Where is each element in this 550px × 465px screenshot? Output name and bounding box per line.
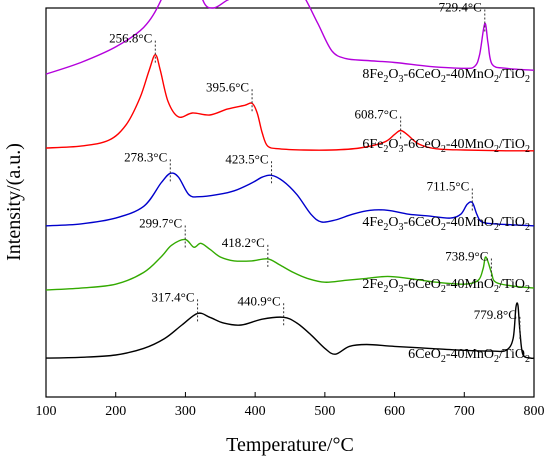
series-label-part: 2 — [441, 144, 446, 155]
series-line — [45, 238, 535, 291]
series-label-part: 3 — [398, 74, 403, 85]
series-label-part: 2 — [441, 354, 446, 365]
peak-label: 395.6°C — [206, 79, 249, 94]
series-label-part: 2 — [441, 222, 446, 233]
peak-label: 440.9°C — [238, 293, 281, 308]
plot-frame — [45, 7, 535, 398]
peak-label: 256.8°C — [109, 31, 152, 46]
series-label: 6CeO2-40MnO2/TiO2 — [408, 347, 530, 365]
x-tick-label: 400 — [245, 404, 266, 419]
series-label-part: 2 — [383, 144, 388, 155]
series-label-part: /TiO — [499, 215, 525, 230]
series-label-part: 2 — [441, 284, 446, 295]
series-label-part: 2 — [525, 144, 530, 155]
series-label-part: 2 — [383, 222, 388, 233]
series-label-part: /TiO — [499, 67, 525, 82]
series-label-part: O — [388, 67, 398, 82]
series-label: 4Fe2O3-6CeO2-40MnO2/TiO2 — [362, 215, 530, 233]
peak-label: 711.5°C — [427, 179, 470, 194]
series-label-part: 3 — [398, 284, 403, 295]
series-label-part: /TiO — [499, 137, 525, 152]
x-tick-label: 100 — [36, 404, 57, 419]
peak-label: 608.7°C — [355, 107, 398, 122]
series-label-part: 3 — [398, 144, 403, 155]
series-label-part: 8Fe — [362, 67, 383, 82]
series-label-part: 2 — [494, 354, 499, 365]
x-tick-label: 600 — [384, 404, 405, 419]
series-label-part: 2 — [525, 354, 530, 365]
series-label-part: 2 — [525, 222, 530, 233]
peak-label: 423.5°C — [225, 151, 268, 166]
series-label-part: O — [388, 215, 398, 230]
series-label-part: 2 — [383, 284, 388, 295]
series-label-part: O — [388, 277, 398, 292]
x-tick-label: 500 — [314, 404, 335, 419]
series-label: 6Fe2O3-6CeO2-40MnO2/TiO2 — [362, 137, 530, 155]
series-label-part: 2 — [441, 74, 446, 85]
series-label-part: O — [388, 137, 398, 152]
series-label-part: 2 — [494, 222, 499, 233]
series-label-part: 2 — [383, 74, 388, 85]
series-label: 2Fe2O3-6CeO2-40MnO2/TiO2 — [362, 277, 530, 295]
series-label-part: -6CeO — [403, 215, 440, 230]
peak-label: 317.4°C — [151, 289, 194, 304]
series-label-part: /TiO — [499, 277, 525, 292]
series-label-part: -40MnO — [446, 347, 494, 362]
series-label-part: 2 — [525, 284, 530, 295]
series-label-part: -40MnO — [446, 137, 494, 152]
x-tick-label: 700 — [454, 404, 475, 419]
series-label-part: -40MnO — [446, 67, 494, 82]
series-label-part: -40MnO — [446, 215, 494, 230]
series-label-part: 3 — [398, 222, 403, 233]
series-label-part: -6CeO — [403, 67, 440, 82]
y-axis-title: Intensity/(a.u.) — [3, 143, 25, 261]
series-line — [45, 172, 535, 227]
series-label-part: 2 — [494, 74, 499, 85]
series-label-part: 6CeO — [408, 347, 441, 362]
series-line — [45, 302, 535, 360]
series-layer — [45, 0, 535, 360]
label-layer: 296.2°C431.0°C729.4°C8Fe2O3-6CeO2-40MnO2… — [109, 0, 530, 365]
peak-label: 779.8°C — [474, 307, 517, 322]
series-line — [45, 54, 535, 152]
series-label-part: -40MnO — [446, 277, 494, 292]
series-label-part: 2 — [525, 74, 530, 85]
series-label-part: 6Fe — [362, 137, 383, 152]
peak-label: 418.2°C — [222, 235, 265, 250]
peak-label: 729.4°C — [439, 0, 482, 15]
series-label: 8Fe2O3-6CeO2-40MnO2/TiO2 — [362, 67, 530, 85]
peak-label: 738.9°C — [445, 249, 488, 264]
peak-label: 278.3°C — [124, 149, 167, 164]
series-label-part: 2Fe — [362, 277, 383, 292]
x-axis-title: Temperature/°C — [226, 434, 354, 456]
x-tick-label: 800 — [524, 404, 545, 419]
series-label-part: 2 — [494, 284, 499, 295]
x-tick-layer: 100 200 300 400 500 600 700 800 — [36, 392, 545, 419]
series-label-part: -6CeO — [403, 277, 440, 292]
series-label-part: /TiO — [499, 347, 525, 362]
series-label-part: 4Fe — [362, 215, 383, 230]
x-tick-label: 300 — [175, 404, 196, 419]
series-label-part: -6CeO — [403, 137, 440, 152]
series-label-part: 2 — [494, 144, 499, 155]
x-tick-label: 200 — [105, 404, 126, 419]
series-line — [45, 0, 535, 75]
peak-label: 299.7°C — [139, 215, 182, 230]
